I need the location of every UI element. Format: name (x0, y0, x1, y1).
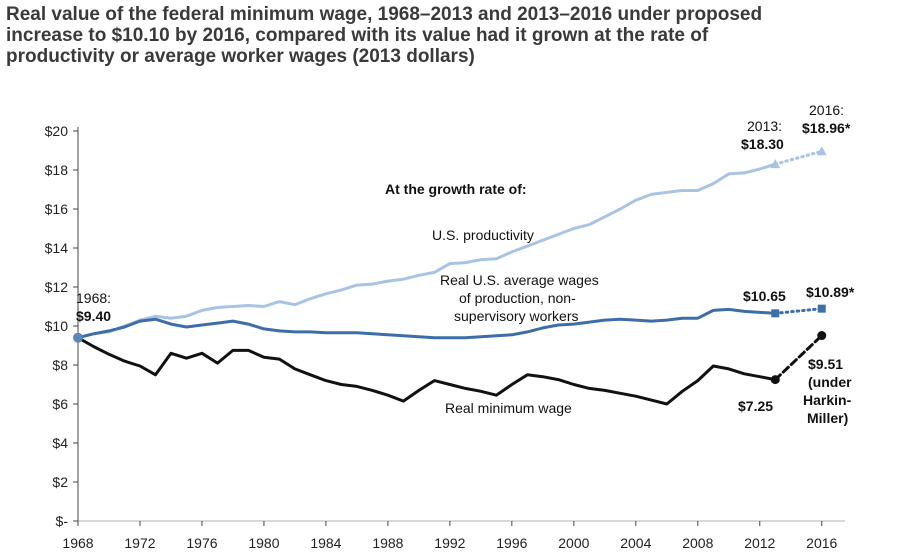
chart-title-line-1: Real value of the federal minimum wage, … (6, 4, 763, 25)
x-tick-label: 1988 (372, 535, 403, 551)
prod-2013-value-label: $18.30 (741, 136, 784, 152)
y-tick-label: $12 (45, 279, 69, 295)
prod-2016-year-label: 2016: (809, 102, 844, 118)
minwage-series-label: Real minimum wage (445, 400, 572, 416)
x-tick-label: 1992 (434, 535, 465, 551)
growth-rate-heading: At the growth rate of: (385, 181, 527, 197)
y-tick-label: $6 (52, 396, 68, 412)
x-tick-label: 1972 (124, 535, 155, 551)
start-year-label: 1968: (76, 290, 111, 306)
x-tick-label: 2008 (682, 535, 713, 551)
series-group (76, 149, 824, 406)
start-point-1968-marker (73, 332, 83, 343)
minwage-marker-2016 (817, 331, 827, 341)
avgwages-series-label-line-2: of production, non- (459, 290, 576, 306)
prod-2016-value-label: $18.96* (802, 120, 851, 136)
y-tick-label: $8 (52, 357, 68, 373)
x-tick-label: 1976 (186, 535, 217, 551)
start-value-label: $9.40 (76, 308, 111, 324)
x-tick-label: 2016 (806, 535, 837, 551)
productivity-marker-2013 (770, 159, 781, 169)
x-tick-label: 2012 (744, 535, 775, 551)
y-tick-label: $- (56, 513, 69, 529)
avg-2016-value-label: $10.89* (806, 284, 855, 300)
productivity-marker-2016 (816, 146, 827, 156)
y-tick-label: $20 (45, 123, 69, 139)
productivity-projection-line (773, 149, 824, 166)
productivity-series-label: U.S. productivity (432, 227, 534, 243)
y-tick-label: $4 (52, 435, 68, 451)
x-tick-label: 1980 (248, 535, 279, 551)
chart-title-line-2: increase to $10.10 by 2016, compared wit… (6, 25, 709, 46)
avgwages-series-label-line-1: Real U.S. average wages (440, 272, 599, 288)
y-tick-label: $18 (45, 162, 69, 178)
min-2016-value-line-4: Miller) (807, 410, 848, 426)
x-tick-label: 1968 (62, 535, 93, 551)
avg-2013-value-label: $10.65 (743, 288, 786, 304)
avgwages-marker-2016 (817, 304, 826, 313)
marker-group (73, 146, 827, 385)
y-tick-label: $2 (52, 474, 68, 490)
avgwages-marker-2013 (771, 309, 780, 318)
minwage-marker-2013 (770, 375, 780, 385)
productivity-line (76, 162, 777, 340)
min-2016-value-line-2: (under (808, 374, 852, 390)
min-2016-value-line-1: $9.51 (808, 356, 843, 372)
y-tick-label: $16 (45, 201, 69, 217)
avgwages-line (76, 307, 777, 340)
minwage-line (76, 336, 777, 406)
y-tick-label: $10 (45, 318, 69, 334)
avgwages-series-label-line-3: supervisory workers (454, 308, 578, 324)
prod-2013-year-label: 2013: (747, 118, 782, 134)
chart-title: Real value of the federal minimum wage, … (6, 4, 896, 67)
axes: $- $2 $4 $6 $8 $10 $12 $14 $16 $18 $20 1968 1972 1976… (45, 123, 845, 551)
x-tick-label: 1984 (310, 535, 341, 551)
min-2013-value-label: $7.25 (738, 398, 773, 414)
min-2016-value-line-3: Harkin- (803, 392, 852, 408)
y-tick-label: $14 (45, 240, 69, 256)
minwage-projection-line (773, 334, 824, 382)
x-tick-label: 2000 (558, 535, 589, 551)
x-tick-label: 2004 (620, 535, 651, 551)
chart-title-line-3: productivity or average worker wages (20… (6, 46, 475, 67)
avgwages-projection-line (773, 307, 824, 315)
x-tick-label: 1996 (496, 535, 527, 551)
